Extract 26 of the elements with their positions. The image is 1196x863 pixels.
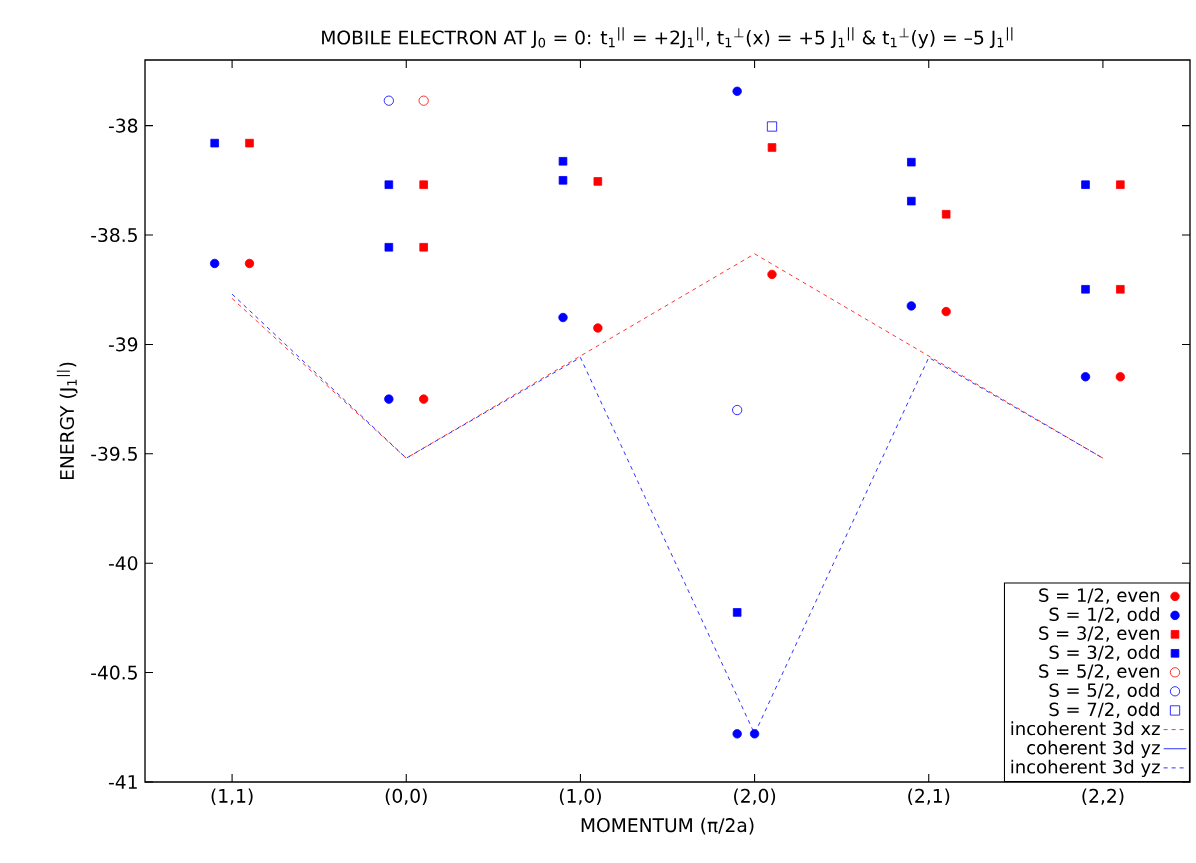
y-tick-label: -40.5 [91,665,137,680]
legend-label: S = 5/2, even [1039,664,1160,680]
y-tick-label: -38.5 [91,227,137,243]
x-axis-title: MOMENTUM (π/2a) [581,817,754,835]
legend-label: coherent 3d yz [1027,740,1160,758]
x-tick-label: (1,0) [559,788,601,806]
x-tick-label: (0,0) [385,788,427,806]
chart-title: MOBILE ELECTRON AT J$_{0}$ = 0: t$_{1}$$^{||}$ = +2J$_{1}$$^{||}$, t$_{1}$$^{⊥}$(x) = +5 J$_{1}$$^{||}$ & t$_{1}$$^{⊥}$(y) = –5 J$_{1}$|| [322,27,1013,49]
legend-label: S = 3/2, odd [1049,645,1159,661]
legend-label: S = 7/2, odd [1049,702,1159,718]
y-tick-label: -39 [108,337,138,352]
y-tick-label: -41 [108,775,137,789]
legend-label: S = 1/2, odd [1049,607,1159,623]
x-tick-label: (2,2) [1082,788,1124,806]
x-tick-label: (2,0) [734,788,776,806]
legend-label: S = 5/2, odd [1049,683,1159,699]
legend-label: incoherent 3d yz [1011,759,1160,778]
legend-label: S = 3/2, even [1039,626,1160,642]
y-tick-label: -40 [108,556,138,571]
legend-label: incoherent 3d xz [1011,721,1160,736]
x-tick-label: (2,1) [908,788,950,806]
y-tick-label: -38 [108,118,138,133]
x-tick-label: (1,1) [211,788,253,806]
y-tick-label: -39.5 [91,446,137,461]
y-axis-title: ENERGY (J$_{1}$$^{||}$) [56,362,78,480]
legend-label: S = 1/2, even [1039,588,1160,604]
